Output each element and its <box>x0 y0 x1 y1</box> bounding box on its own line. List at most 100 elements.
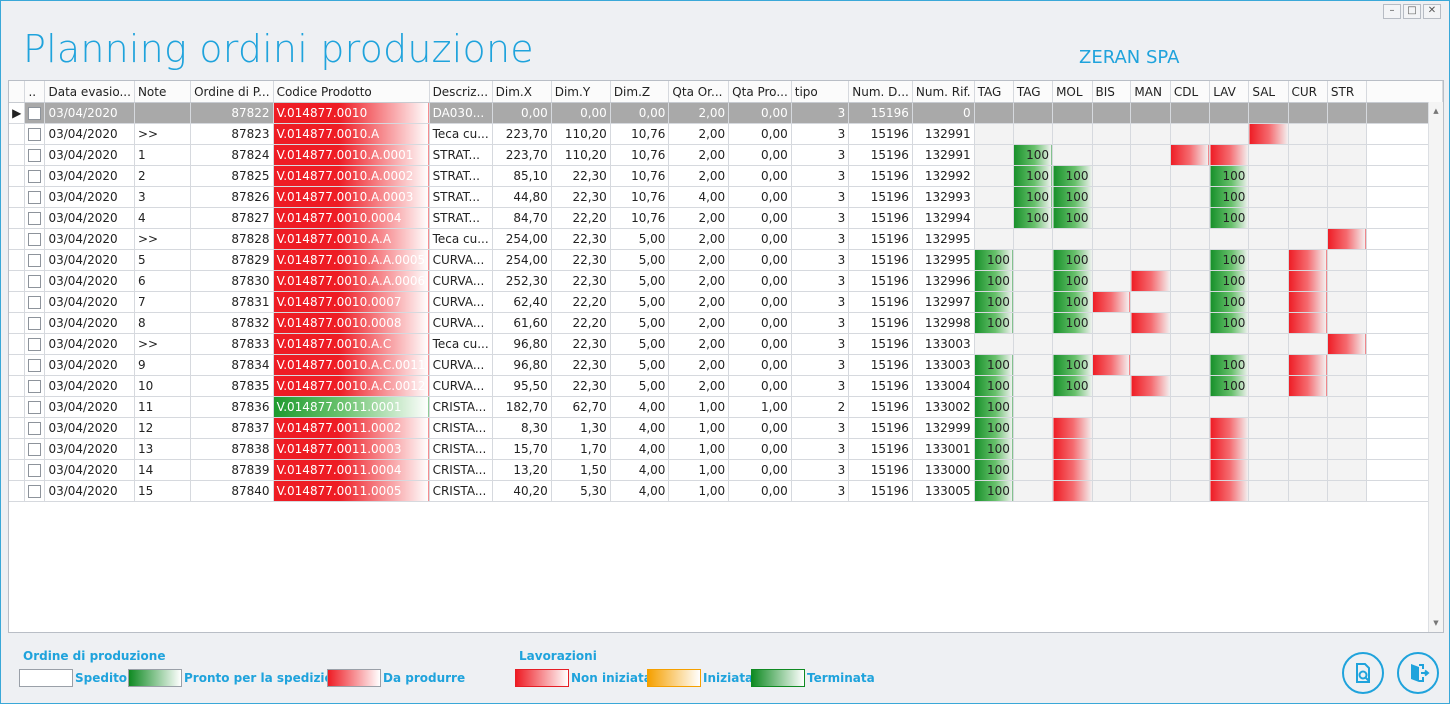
table-row[interactable]: 03/04/2020 8 87832 V.014877.0010.0008 CURVA.… <box>9 312 1443 334</box>
column-header[interactable]: Num. D... <box>848 81 913 103</box>
table-row[interactable]: 03/04/2020 15 87840 V.014877.0011.0005 CRIST… <box>9 480 1443 502</box>
column-header[interactable]: MAN <box>1130 81 1171 103</box>
legend-to-produce-label: Da produrre <box>383 671 466 685</box>
operation-cell: 100 <box>974 291 1014 313</box>
table-row[interactable]: 03/04/2020 >> 87823 V.014877.0010.A Teca cu.… <box>9 123 1443 145</box>
dim-x-cell: 223,70 <box>492 123 552 145</box>
row-checkbox[interactable] <box>28 443 42 456</box>
table-row[interactable]: 03/04/2020 13 87838 V.014877.0011.0003 CRIST… <box>9 438 1443 460</box>
product-code-cell: V.014877.0010.A.C <box>273 333 430 355</box>
table-row[interactable]: 03/04/2020 4 87827 V.014877.0010.0004 STRAT.… <box>9 207 1443 229</box>
table-row[interactable]: 03/04/2020 11 87836 V.014877.0011.0001 CRIST… <box>9 396 1443 418</box>
column-header[interactable]: tipo <box>791 81 850 103</box>
operation-cell: 100 <box>1209 291 1250 313</box>
column-header[interactable]: SAL <box>1248 81 1289 103</box>
column-header[interactable]: TAG <box>974 81 1014 103</box>
dim-y-cell: 62,70 <box>551 396 611 418</box>
column-header[interactable]: Num. Rif. <box>912 81 975 103</box>
ref-number-cell: 132995 <box>912 249 975 271</box>
column-header[interactable]: Descriz... <box>429 81 493 103</box>
row-checkbox[interactable] <box>28 275 42 288</box>
row-checkbox[interactable] <box>28 254 42 267</box>
column-header[interactable]: Dim.Z <box>610 81 670 103</box>
row-checkbox[interactable] <box>28 128 42 141</box>
column-header[interactable]: CUR <box>1288 81 1328 103</box>
column-header[interactable]: CDL <box>1170 81 1211 103</box>
row-checkbox[interactable] <box>28 170 42 183</box>
column-header[interactable]: Dim.Y <box>551 81 611 103</box>
swatch-shipped <box>19 669 73 687</box>
row-checkbox[interactable] <box>28 296 42 309</box>
table-row[interactable]: 03/04/2020 6 87830 V.014877.0010.A.A.0006 CU… <box>9 270 1443 292</box>
product-code-cell: V.014877.0010.A.C.0012 <box>273 375 430 397</box>
column-header[interactable]: .. <box>24 81 46 103</box>
swatch-not-started <box>515 669 569 687</box>
date-cell: 03/04/2020 <box>44 417 135 439</box>
column-header[interactable]: Qta Pro... <box>728 81 792 103</box>
operation-cell: 100 <box>1209 312 1250 334</box>
product-code-cell: V.014877.0010 <box>273 102 430 124</box>
table-row[interactable]: 03/04/2020 14 87839 V.014877.0011.0004 CRIST… <box>9 459 1443 481</box>
scroll-up-icon[interactable]: ▲ <box>1433 107 1439 115</box>
column-header[interactable]: LAV <box>1209 81 1250 103</box>
table-row[interactable]: ▶ 03/04/2020 87822 V.014877.0010 DA030... 0,0… <box>9 102 1443 124</box>
row-checkbox[interactable] <box>28 380 42 393</box>
row-checkbox[interactable] <box>28 212 42 225</box>
row-checkbox[interactable] <box>28 422 42 435</box>
operation-cell <box>1288 312 1328 334</box>
dim-x-cell: 13,20 <box>492 459 552 481</box>
table-row[interactable]: 03/04/2020 12 87837 V.014877.0011.0002 CRIST… <box>9 417 1443 439</box>
row-checkbox[interactable] <box>28 191 42 204</box>
operation-cell <box>1248 144 1289 166</box>
table-row[interactable]: 03/04/2020 >> 87833 V.014877.0010.A.C Teca c… <box>9 333 1443 355</box>
row-checkbox[interactable] <box>28 485 42 498</box>
legend-shipped-label: Spedito <box>75 671 128 685</box>
preview-button[interactable] <box>1342 652 1384 694</box>
column-header[interactable]: Note <box>134 81 192 103</box>
operation-cell: 100 <box>1013 144 1054 166</box>
row-checkbox[interactable] <box>28 317 42 330</box>
column-header[interactable]: Qta Or... <box>668 81 730 103</box>
row-checkbox[interactable] <box>28 107 42 120</box>
table-row[interactable]: 03/04/2020 2 87825 V.014877.0010.A.0002 STRA… <box>9 165 1443 187</box>
minimize-button[interactable]: – <box>1383 4 1401 19</box>
column-header[interactable]: MOL <box>1052 81 1093 103</box>
row-checkbox[interactable] <box>28 338 42 351</box>
description-cell: Teca cu... <box>429 333 493 355</box>
table-row[interactable]: 03/04/2020 1 87824 V.014877.0010.A.0001 STRA… <box>9 144 1443 166</box>
table-row[interactable]: 03/04/2020 7 87831 V.014877.0010.0007 CURVA.… <box>9 291 1443 313</box>
orders-grid[interactable]: .. Data evasio... Note Ordine di P... Codice… <box>8 80 1444 633</box>
row-indicator <box>9 291 26 313</box>
operation-cell: 100 <box>974 354 1014 376</box>
scroll-down-icon[interactable]: ▼ <box>1433 619 1439 627</box>
table-row[interactable]: 03/04/2020 5 87829 V.014877.0010.A.A.0005 CU… <box>9 249 1443 271</box>
row-checkbox[interactable] <box>28 401 42 414</box>
row-filler <box>1366 291 1443 313</box>
table-row[interactable]: 03/04/2020 3 87826 V.014877.0010.A.0003 STRA… <box>9 186 1443 208</box>
column-header[interactable]: STR <box>1327 81 1368 103</box>
operation-cell <box>1170 312 1211 334</box>
column-header[interactable]: Dim.X <box>492 81 552 103</box>
operation-cell <box>1248 480 1289 502</box>
operation-cell <box>1327 186 1368 208</box>
column-header[interactable]: Data evasio... <box>44 81 135 103</box>
column-header[interactable]: TAG <box>1013 81 1054 103</box>
row-checkbox[interactable] <box>28 464 42 477</box>
row-checkbox[interactable] <box>28 149 42 162</box>
operation-cell <box>1052 480 1093 502</box>
column-header[interactable]: Codice Prodotto <box>273 81 430 103</box>
column-header[interactable]: BIS <box>1092 81 1132 103</box>
row-checkbox[interactable] <box>28 359 42 372</box>
maximize-button[interactable]: □ <box>1403 4 1421 19</box>
table-row[interactable]: 03/04/2020 9 87834 V.014877.0010.A.C.0011 CU… <box>9 354 1443 376</box>
table-row[interactable]: 03/04/2020 >> 87828 V.014877.0010.A.A Teca c… <box>9 228 1443 250</box>
operation-cell <box>1288 375 1328 397</box>
row-checkbox-cell <box>24 396 46 418</box>
table-row[interactable]: 03/04/2020 10 87835 V.014877.0010.A.C.0012 C… <box>9 375 1443 397</box>
row-checkbox[interactable] <box>28 233 42 246</box>
vertical-scrollbar[interactable]: ▲ ▼ <box>1428 102 1443 632</box>
page-title: Planning ordini produzione <box>23 27 534 71</box>
exit-button[interactable] <box>1397 652 1439 694</box>
column-header[interactable]: Ordine di P... <box>190 81 274 103</box>
close-button[interactable]: ✕ <box>1423 4 1441 19</box>
